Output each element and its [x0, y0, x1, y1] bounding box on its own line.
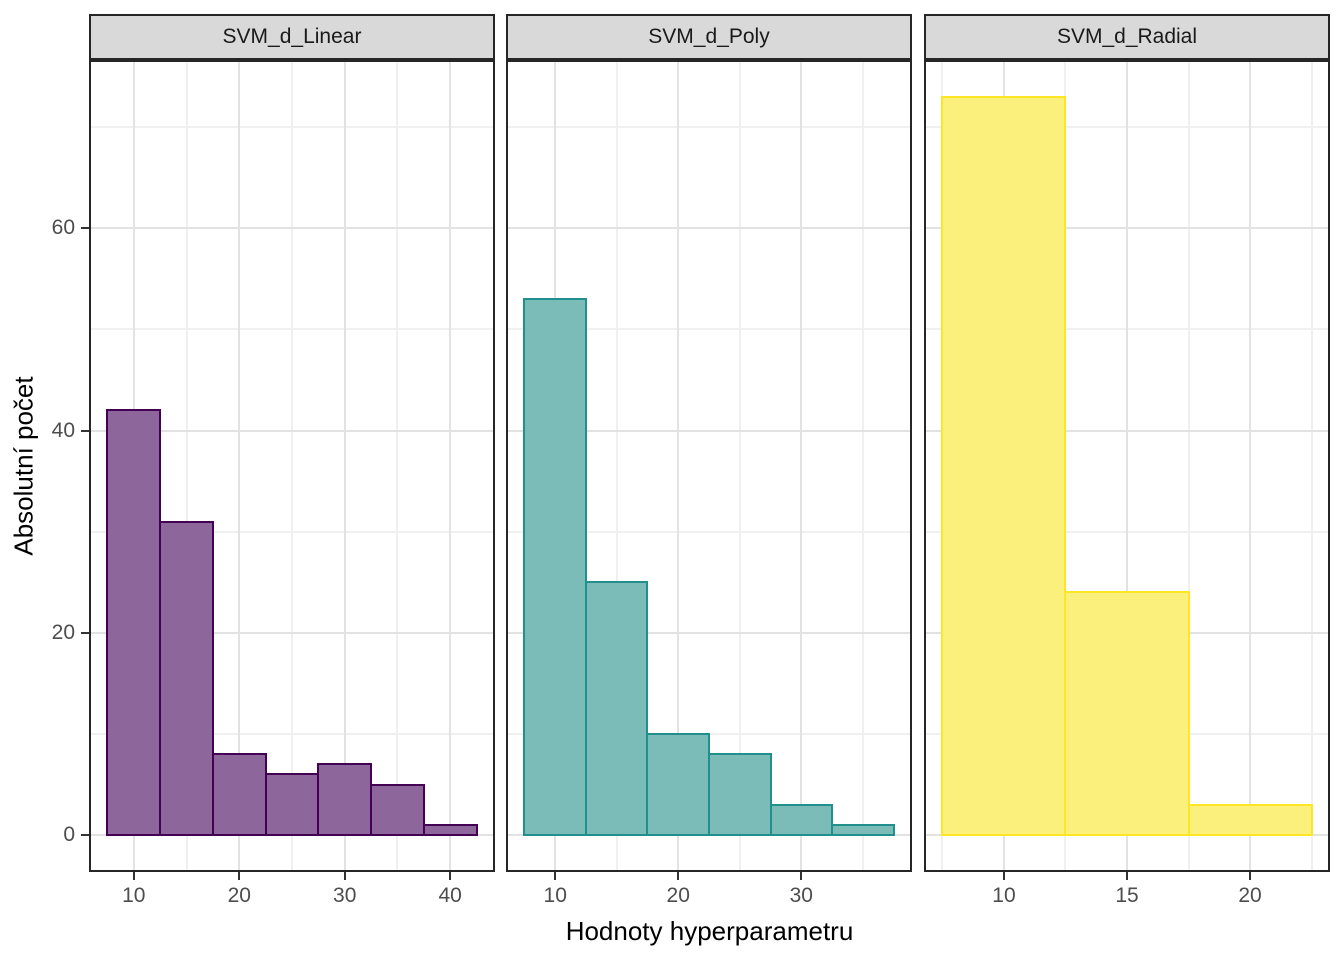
gridline-major-vertical [677, 62, 680, 870]
gridline-major-vertical [800, 62, 803, 870]
x-tick-mark [238, 872, 241, 880]
histogram-bar [769, 803, 833, 837]
gridline-minor-vertical [291, 62, 293, 870]
x-tick-mark [800, 872, 803, 880]
x-tick-mark [449, 872, 452, 880]
facet-strip-label: SVM_d_Poly [648, 25, 770, 48]
histogram-bar [646, 732, 710, 837]
gridline-major-vertical [1249, 62, 1252, 870]
y-tick-mark [81, 227, 89, 230]
x-tick-label: 15 [1115, 884, 1139, 907]
histogram-bar [1187, 803, 1313, 837]
y-axis-title: Absolutní počet [8, 376, 39, 556]
histogram-bar [941, 95, 1067, 837]
facet-SVM_d_Radial: SVM_d_Radial 10 15 20 [924, 14, 1330, 918]
x-tick-label: 20 [227, 884, 251, 907]
histogram-bar [1064, 591, 1190, 837]
histogram-bar [264, 773, 320, 837]
x-tick-mark [1126, 872, 1128, 880]
histogram-bar [159, 520, 214, 837]
y-tick-label: 60 [51, 216, 75, 240]
gridline-minor-horizontal [508, 328, 910, 331]
facet-strip: SVM_d_Poly [506, 14, 912, 60]
gridline-major-vertical [449, 62, 452, 870]
gridline-major-horizontal [91, 429, 493, 432]
gridline-major-vertical [1126, 62, 1128, 870]
gridline-minor-vertical [861, 62, 864, 870]
y-tick-label: 0 [63, 823, 75, 847]
x-tick-mark [677, 872, 680, 880]
facet-panel [506, 60, 912, 872]
gridline-major-vertical [238, 62, 241, 870]
gridline-major-horizontal [91, 227, 493, 230]
gridline-minor-horizontal [508, 126, 910, 129]
x-tick-mark [343, 872, 346, 880]
gridline-minor-vertical [396, 62, 399, 870]
x-tick-label: 30 [333, 884, 357, 907]
x-tick-mark [1249, 872, 1252, 880]
histogram-bar [370, 783, 425, 837]
facet-strip-label: SVM_d_Linear [222, 25, 362, 48]
gridline-major-horizontal [508, 631, 910, 634]
histogram-bar [211, 753, 267, 837]
facet-SVM_d_Linear: SVM_d_Linear 10 20 30 40 [89, 14, 495, 918]
y-tick-mark [81, 834, 89, 837]
gridline-minor-horizontal [508, 530, 910, 533]
y-tick-label: 40 [51, 418, 75, 442]
y-tick-mark [81, 631, 89, 634]
gridline-minor-vertical [1187, 62, 1190, 870]
facet-strip: SVM_d_Linear [89, 14, 495, 60]
histogram-bar [523, 298, 587, 837]
histogram-bar [708, 753, 772, 837]
facet-panel [924, 60, 1330, 872]
facet-strip: SVM_d_Radial [924, 14, 1330, 60]
facet-SVM_d_Poly: SVM_d_Poly 10 20 30 [506, 14, 912, 918]
gridline-minor-vertical [615, 62, 618, 870]
x-tick-mark [132, 872, 135, 880]
gridline-major-vertical [343, 62, 346, 870]
x-tick-label: 20 [666, 884, 690, 907]
gridline-minor-vertical [738, 62, 741, 870]
x-tick-label: 20 [1238, 884, 1262, 907]
facet-strip-label: SVM_d_Radial [1056, 25, 1198, 48]
histogram-bar [831, 823, 895, 837]
x-axis-title: Hodnoty hyperparametru [565, 916, 854, 946]
gridline-minor-vertical [185, 62, 188, 870]
gridline-major-horizontal [508, 227, 910, 230]
x-tick-label: 10 [992, 884, 1016, 907]
y-tick-mark [81, 429, 89, 432]
histogram-bar [106, 409, 162, 837]
x-tick-mark [554, 872, 557, 880]
gridline-major-horizontal [508, 429, 910, 432]
histogram-bar [317, 763, 373, 837]
gridline-major-horizontal [91, 631, 493, 634]
facet-panel [89, 60, 495, 872]
histogram-bar [422, 823, 478, 837]
histogram-bar [584, 581, 649, 837]
x-tick-label: 30 [789, 884, 813, 907]
x-tick-label: 40 [438, 884, 462, 907]
y-tick-label: 20 [51, 620, 75, 644]
gridline-minor-vertical [1310, 62, 1313, 870]
x-tick-label: 10 [122, 884, 146, 907]
x-tick-label: 10 [543, 884, 567, 907]
x-tick-mark [1002, 872, 1005, 880]
